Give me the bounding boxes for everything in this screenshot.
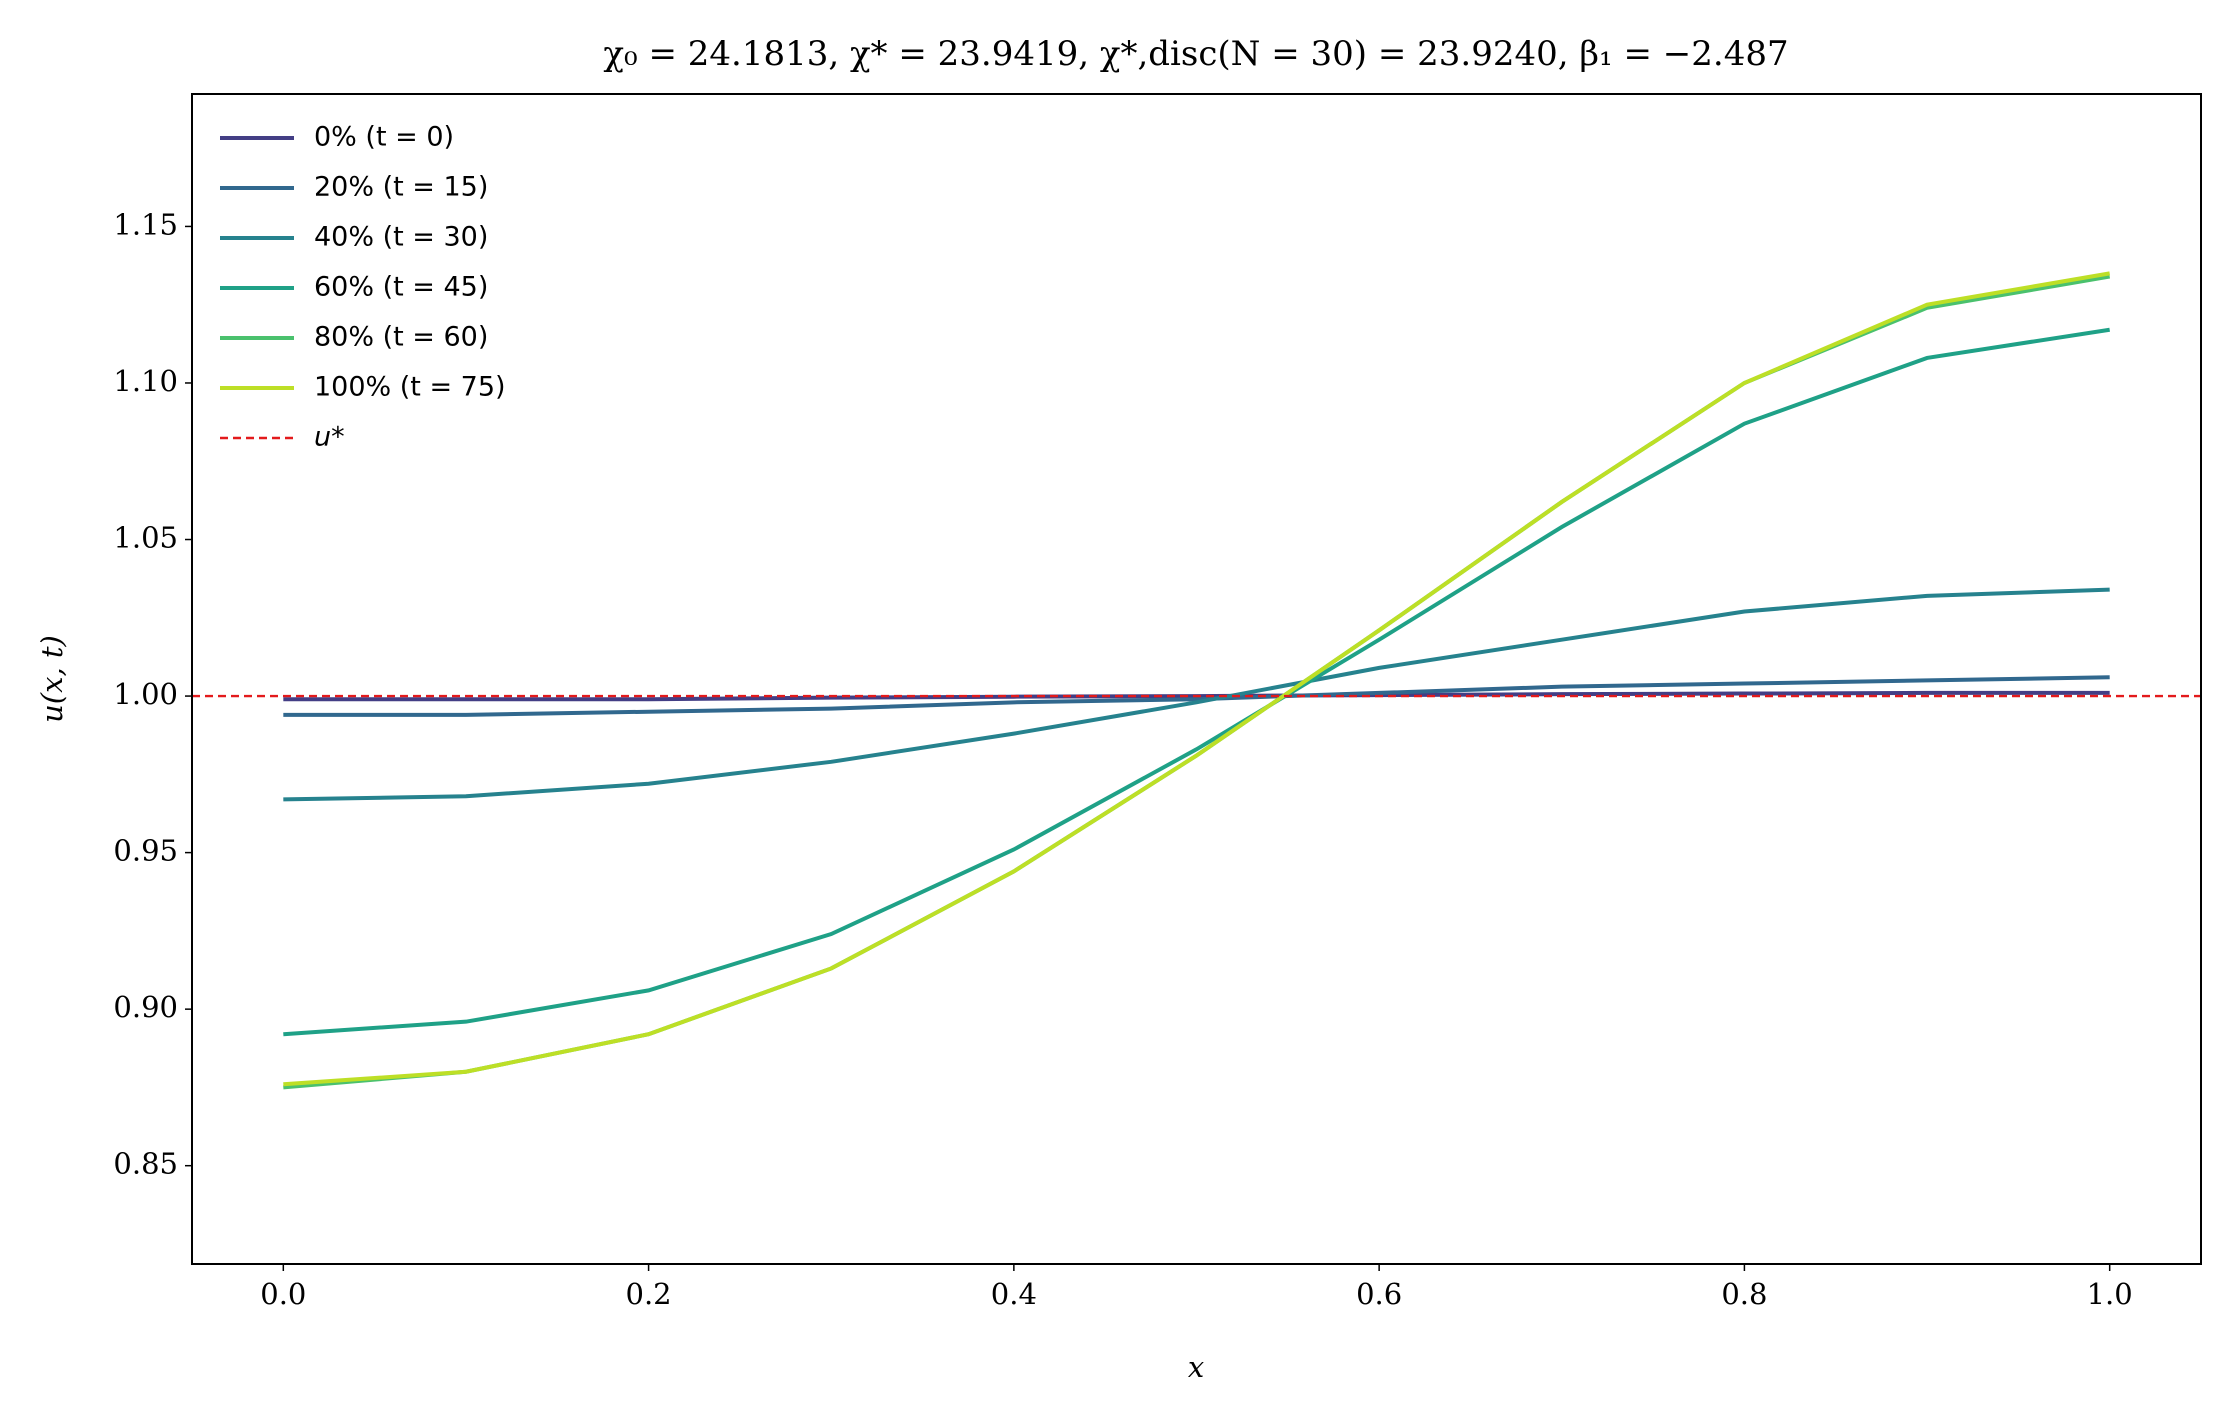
y-tick-label: 1.15 bbox=[113, 207, 178, 241]
legend-label: 0% (t = 0) bbox=[314, 122, 454, 153]
x-tick-label: 0.6 bbox=[1356, 1277, 1402, 1311]
chart-title: χ₀ = 24.1813, χ* = 23.9419, χ*,disc(N = … bbox=[603, 34, 1788, 74]
y-axis-label: u(x, t) bbox=[35, 635, 69, 723]
y-tick-label: 0.90 bbox=[113, 990, 178, 1024]
legend-label: 20% (t = 15) bbox=[314, 172, 488, 203]
x-tick-label: 1.0 bbox=[2087, 1277, 2133, 1311]
y-tick-label: 1.05 bbox=[113, 521, 178, 555]
y-tick-label: 1.10 bbox=[113, 364, 178, 398]
legend-label: 60% (t = 45) bbox=[314, 272, 488, 303]
y-tick-label: 1.00 bbox=[113, 677, 178, 711]
legend: 0% (t = 0) 20% (t = 15) 40% (t = 30) 60% (t… bbox=[220, 122, 506, 453]
series-line bbox=[283, 587, 2110, 802]
series-line bbox=[283, 327, 2110, 1037]
x-tick-label: 0.8 bbox=[1721, 1277, 1767, 1311]
x-axis-label: x bbox=[1188, 1350, 1204, 1384]
x-tick-label: 0.4 bbox=[991, 1277, 1037, 1311]
y-tick-label: 0.85 bbox=[113, 1147, 178, 1181]
y-tick-label: 0.95 bbox=[113, 834, 178, 868]
legend-label: 40% (t = 30) bbox=[314, 222, 488, 253]
plot-frame bbox=[191, 93, 2202, 1265]
legend-label: u* bbox=[314, 422, 345, 453]
x-tick-label: 0.2 bbox=[626, 1277, 672, 1311]
legend-label: 100% (t = 75) bbox=[314, 372, 506, 403]
series-line bbox=[283, 675, 2110, 717]
x-tick-label: 0.0 bbox=[260, 1277, 306, 1311]
legend-label: 80% (t = 60) bbox=[314, 322, 488, 353]
series-line bbox=[283, 271, 2111, 1087]
